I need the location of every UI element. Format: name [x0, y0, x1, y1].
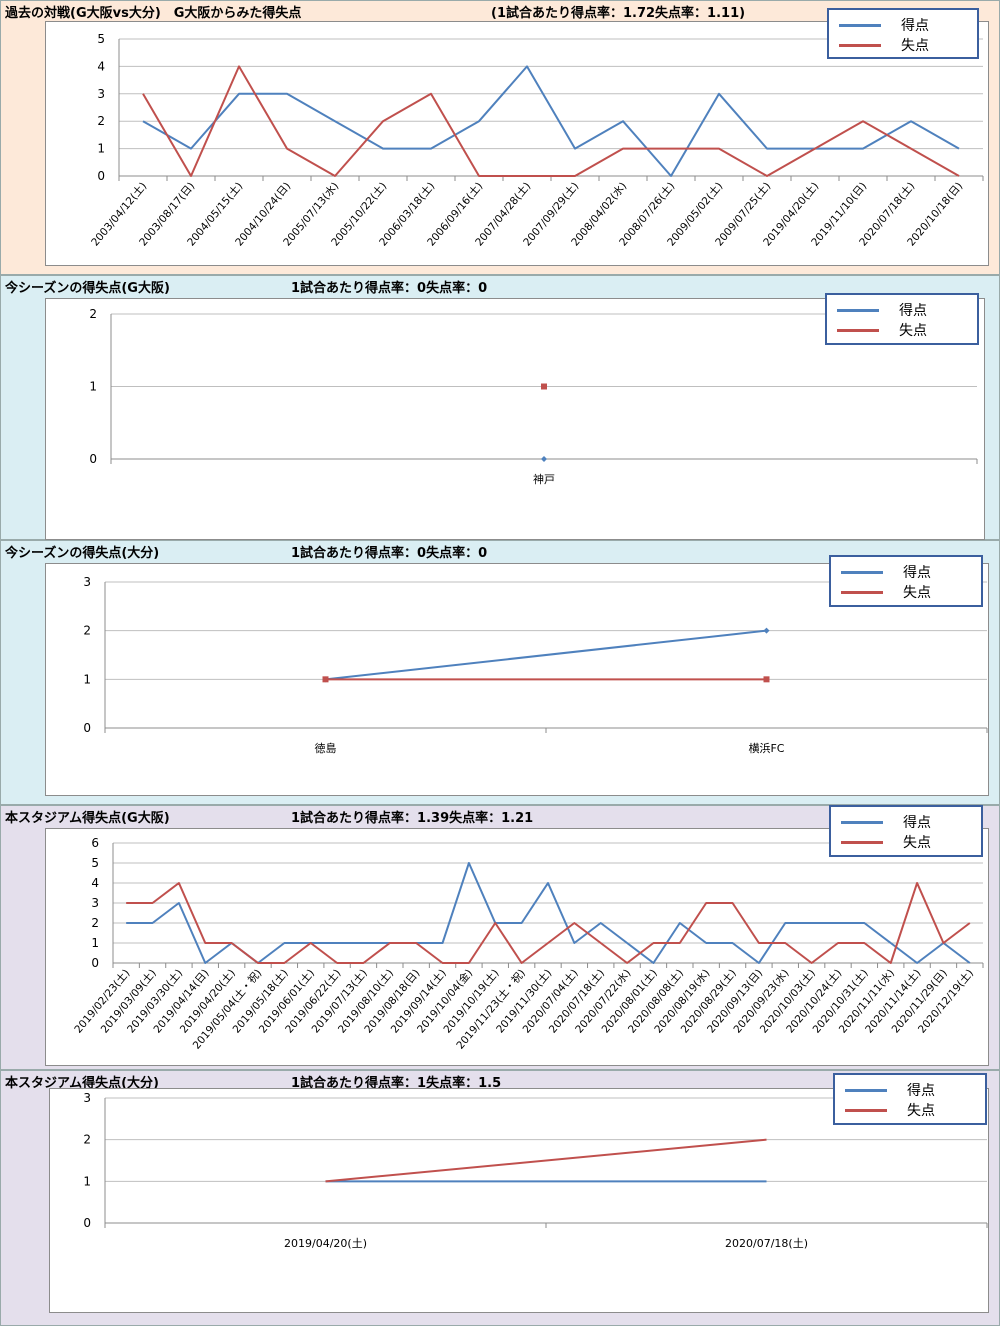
- chart-area: [49, 1088, 989, 1313]
- data-point-conceded: [763, 676, 770, 683]
- legend-label-conceded: 失点: [901, 38, 929, 54]
- legend: 得点 失点: [827, 8, 979, 59]
- y-tick-label: 4: [91, 876, 99, 890]
- legend-label-score: 得点: [903, 815, 931, 831]
- legend-swatch-score: [845, 1089, 887, 1092]
- legend-swatch-conceded: [845, 1109, 887, 1112]
- section-title: 本スタジアム得失点(G大阪): [5, 811, 170, 826]
- legend-item-score: 得点: [845, 1080, 985, 1100]
- legend-label-conceded: 失点: [903, 585, 931, 601]
- y-tick-label: 0: [83, 1216, 91, 1230]
- x-tick-label: 2020/07/18(土): [725, 1237, 808, 1250]
- series-line-conceded: [126, 882, 971, 964]
- y-tick-label: 0: [97, 169, 105, 183]
- section-history: 過去の対戦(G大阪vs大分) G大阪からみた得失点 (1試合あたり得点率：1.7…: [0, 0, 1000, 275]
- series-line-score: [126, 862, 971, 964]
- section-title: 今シーズンの得失点(大分): [5, 546, 160, 561]
- legend-swatch-score: [837, 309, 879, 312]
- legend-label-score: 得点: [901, 18, 929, 34]
- y-tick-label: 1: [91, 936, 99, 950]
- legend-swatch-score: [839, 24, 881, 27]
- y-tick-label: 1: [83, 672, 91, 686]
- data-point-conceded: [322, 676, 329, 683]
- data-point-score: [763, 627, 770, 634]
- legend-swatch-score: [841, 571, 883, 574]
- legend: 得点 失点: [829, 805, 983, 857]
- x-tick-label: 2019/04/20(土): [284, 1237, 367, 1250]
- legend-item-score: 得点: [837, 300, 977, 320]
- y-tick-label: 2: [91, 916, 99, 930]
- y-tick-label: 2: [83, 624, 91, 638]
- legend-swatch-conceded: [837, 329, 879, 332]
- legend-item-score: 得点: [839, 15, 979, 35]
- section-title: 今シーズンの得失点(G大阪): [5, 281, 170, 296]
- section-stats: (1試合あたり得点率：1.72失点率：1.11): [491, 6, 746, 21]
- section-title: 過去の対戦(G大阪vs大分) G大阪からみた得失点: [5, 6, 302, 21]
- y-tick-label: 5: [97, 32, 105, 46]
- section-stats: 1試合あたり得点率：0失点率：0: [291, 281, 488, 296]
- legend-label-score: 得点: [903, 565, 931, 581]
- legend-swatch-score: [841, 821, 883, 824]
- series-line-score: [142, 65, 960, 177]
- y-tick-label: 3: [91, 896, 99, 910]
- x-tick-label: 横浜FC: [748, 741, 784, 755]
- y-tick-label: 2: [97, 114, 105, 128]
- legend-swatch-conceded: [841, 591, 883, 594]
- y-tick-label: 1: [83, 1174, 91, 1188]
- legend-item-conceded: 失点: [839, 35, 979, 55]
- y-tick-label: 1: [97, 142, 105, 156]
- stadium-oita-line-chart: 0 1 2 3 2019/04/20(土) 2020/07/18(土): [83, 1091, 988, 1250]
- section-season-gosaka: 今シーズンの得失点(G大阪) 1試合あたり得点率：0失点率：0 0 1 2 神戸 得点…: [0, 275, 1000, 540]
- series-line-score: [325, 629, 767, 681]
- legend-item-conceded: 失点: [841, 582, 981, 602]
- section-stats: 1試合あたり得点率：0失点率：0: [291, 546, 488, 561]
- data-point-score: [541, 456, 547, 462]
- series-line-conceded: [142, 65, 960, 177]
- y-tick-label: 3: [83, 575, 91, 589]
- series-line-conceded: [325, 1138, 767, 1183]
- legend-item-conceded: 失点: [845, 1100, 985, 1120]
- y-tick-label: 5: [91, 856, 99, 870]
- y-tick-label: 3: [97, 87, 105, 101]
- section-stadium-oita: 本スタジアム得失点(大分) 1試合あたり得点率：1失点率：1.5 0 1 2 3 201…: [0, 1070, 1000, 1326]
- section-stats: 1試合あたり得点率：1.39失点率：1.21: [291, 811, 534, 826]
- x-tick-label: 神戸: [533, 472, 555, 486]
- y-tick-label: 0: [83, 721, 91, 735]
- section-title: 本スタジアム得失点(大分): [5, 1076, 159, 1091]
- history-line-chart: 0123452003/04/12(土)2003/08/17(日)2004/05/…: [88, 32, 984, 249]
- y-tick-label: 3: [83, 1091, 91, 1105]
- legend-item-score: 得点: [841, 812, 981, 832]
- legend-label-conceded: 失点: [903, 835, 931, 851]
- legend-swatch-conceded: [839, 44, 881, 47]
- y-tick-label: 6: [91, 836, 99, 850]
- x-tick-label: 徳島: [315, 741, 337, 755]
- legend: 得点 失点: [829, 555, 983, 607]
- section-stadium-gosaka: 本スタジアム得失点(G大阪) 1試合あたり得点率：1.39失点率：1.21 0 1…: [0, 805, 1000, 1070]
- legend-swatch-conceded: [841, 841, 883, 844]
- legend-item-score: 得点: [841, 562, 981, 582]
- legend-label-score: 得点: [899, 303, 927, 319]
- legend-item-conceded: 失点: [837, 320, 977, 340]
- stadium-gosaka-line-chart: 01234562019/02/23(土)2019/03/09(土)2019/03…: [72, 836, 984, 1052]
- legend: 得点 失点: [833, 1073, 987, 1125]
- legend-label-conceded: 失点: [907, 1103, 935, 1119]
- y-tick-label: 0: [91, 956, 99, 970]
- data-point-conceded: [541, 383, 547, 390]
- legend-item-conceded: 失点: [841, 832, 981, 852]
- legend: 得点 失点: [825, 293, 979, 345]
- y-tick-label: 1: [89, 380, 97, 394]
- section-season-oita: 今シーズンの得失点(大分) 1試合あたり得点率：0失点率：0 0 1 2 3 徳島 横浜F…: [0, 540, 1000, 805]
- y-tick-label: 4: [97, 59, 105, 73]
- chart-area: [45, 21, 989, 266]
- y-tick-label: 0: [89, 452, 97, 466]
- section-stats: 1試合あたり得点率：1失点率：1.5: [291, 1076, 502, 1091]
- y-tick-label: 2: [83, 1133, 91, 1147]
- legend-label-conceded: 失点: [899, 323, 927, 339]
- legend-label-score: 得点: [907, 1083, 935, 1099]
- y-tick-label: 2: [89, 307, 97, 321]
